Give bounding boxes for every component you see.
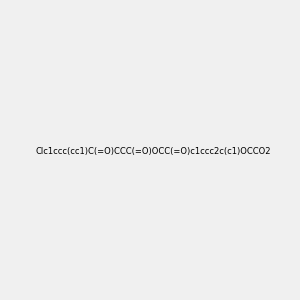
Text: Clc1ccc(cc1)C(=O)CCC(=O)OCC(=O)c1ccc2c(c1)OCCO2: Clc1ccc(cc1)C(=O)CCC(=O)OCC(=O)c1ccc2c(c…: [36, 147, 272, 156]
